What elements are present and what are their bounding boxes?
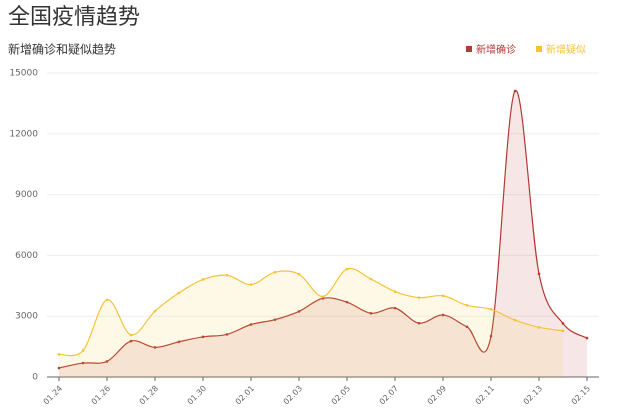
point bbox=[105, 360, 109, 363]
point bbox=[225, 273, 229, 277]
y-tick-label: 6000 bbox=[15, 251, 38, 261]
point bbox=[417, 321, 421, 325]
legend-swatch bbox=[466, 46, 472, 52]
point bbox=[489, 334, 493, 338]
chart-title: 全国疫情趋势 bbox=[8, 5, 140, 30]
point bbox=[105, 298, 109, 302]
x-tick-label: 02.13 bbox=[522, 384, 545, 407]
point bbox=[513, 89, 517, 93]
point bbox=[177, 291, 181, 295]
point bbox=[345, 300, 349, 304]
point bbox=[273, 270, 277, 274]
legend-label: 新增疑似 bbox=[546, 43, 586, 56]
point bbox=[537, 272, 541, 276]
point bbox=[489, 307, 493, 311]
point bbox=[57, 353, 61, 356]
point bbox=[465, 304, 469, 307]
point bbox=[513, 318, 517, 322]
x-tick-label: 01.24 bbox=[42, 384, 65, 407]
point bbox=[297, 272, 301, 276]
point bbox=[249, 283, 253, 286]
point bbox=[537, 326, 541, 329]
point bbox=[249, 323, 253, 326]
point bbox=[153, 309, 157, 313]
x-tick-label: 01.30 bbox=[186, 384, 209, 407]
point bbox=[441, 313, 445, 317]
legend-label: 新增确诊 bbox=[476, 43, 516, 56]
point bbox=[417, 296, 421, 299]
point bbox=[57, 366, 61, 370]
x-tick-label: 02.07 bbox=[378, 384, 401, 407]
x-tick-label: 02.01 bbox=[234, 384, 257, 407]
x-tick-label: 02.15 bbox=[570, 384, 593, 407]
point bbox=[201, 278, 205, 281]
y-tick-label: 0 bbox=[32, 373, 38, 383]
x-tick-label: 01.28 bbox=[138, 384, 161, 407]
point bbox=[129, 339, 133, 343]
point bbox=[177, 340, 181, 344]
point bbox=[81, 361, 85, 365]
point bbox=[585, 336, 589, 340]
point bbox=[393, 290, 397, 293]
point bbox=[561, 322, 565, 325]
area bbox=[59, 90, 587, 377]
point bbox=[441, 294, 445, 298]
point bbox=[465, 325, 469, 329]
x-tick-label: 02.09 bbox=[426, 384, 449, 407]
chart-subtitle: 新增确诊和疑似趋势 bbox=[8, 42, 116, 57]
point bbox=[369, 277, 373, 281]
point bbox=[273, 318, 277, 321]
legend-swatch bbox=[536, 46, 542, 52]
point bbox=[81, 349, 85, 352]
point bbox=[225, 333, 229, 336]
point bbox=[153, 346, 157, 349]
point bbox=[369, 312, 373, 315]
point bbox=[201, 335, 205, 339]
x-tick-label: 01.26 bbox=[90, 384, 113, 407]
x-tick-label: 02.05 bbox=[330, 384, 353, 407]
y-tick-label: 9000 bbox=[15, 190, 38, 200]
line bbox=[58, 267, 564, 357]
y-tick-label: 3000 bbox=[15, 312, 38, 322]
area bbox=[59, 268, 563, 377]
point bbox=[297, 310, 301, 313]
point bbox=[345, 267, 349, 271]
point bbox=[393, 306, 397, 310]
point bbox=[321, 295, 325, 298]
y-tick-label: 15000 bbox=[9, 69, 38, 79]
point bbox=[129, 333, 133, 337]
point bbox=[561, 329, 565, 333]
y-tick-label: 12000 bbox=[9, 129, 38, 139]
x-tick-label: 02.11 bbox=[474, 384, 497, 407]
x-tick-label: 02.03 bbox=[282, 384, 305, 407]
